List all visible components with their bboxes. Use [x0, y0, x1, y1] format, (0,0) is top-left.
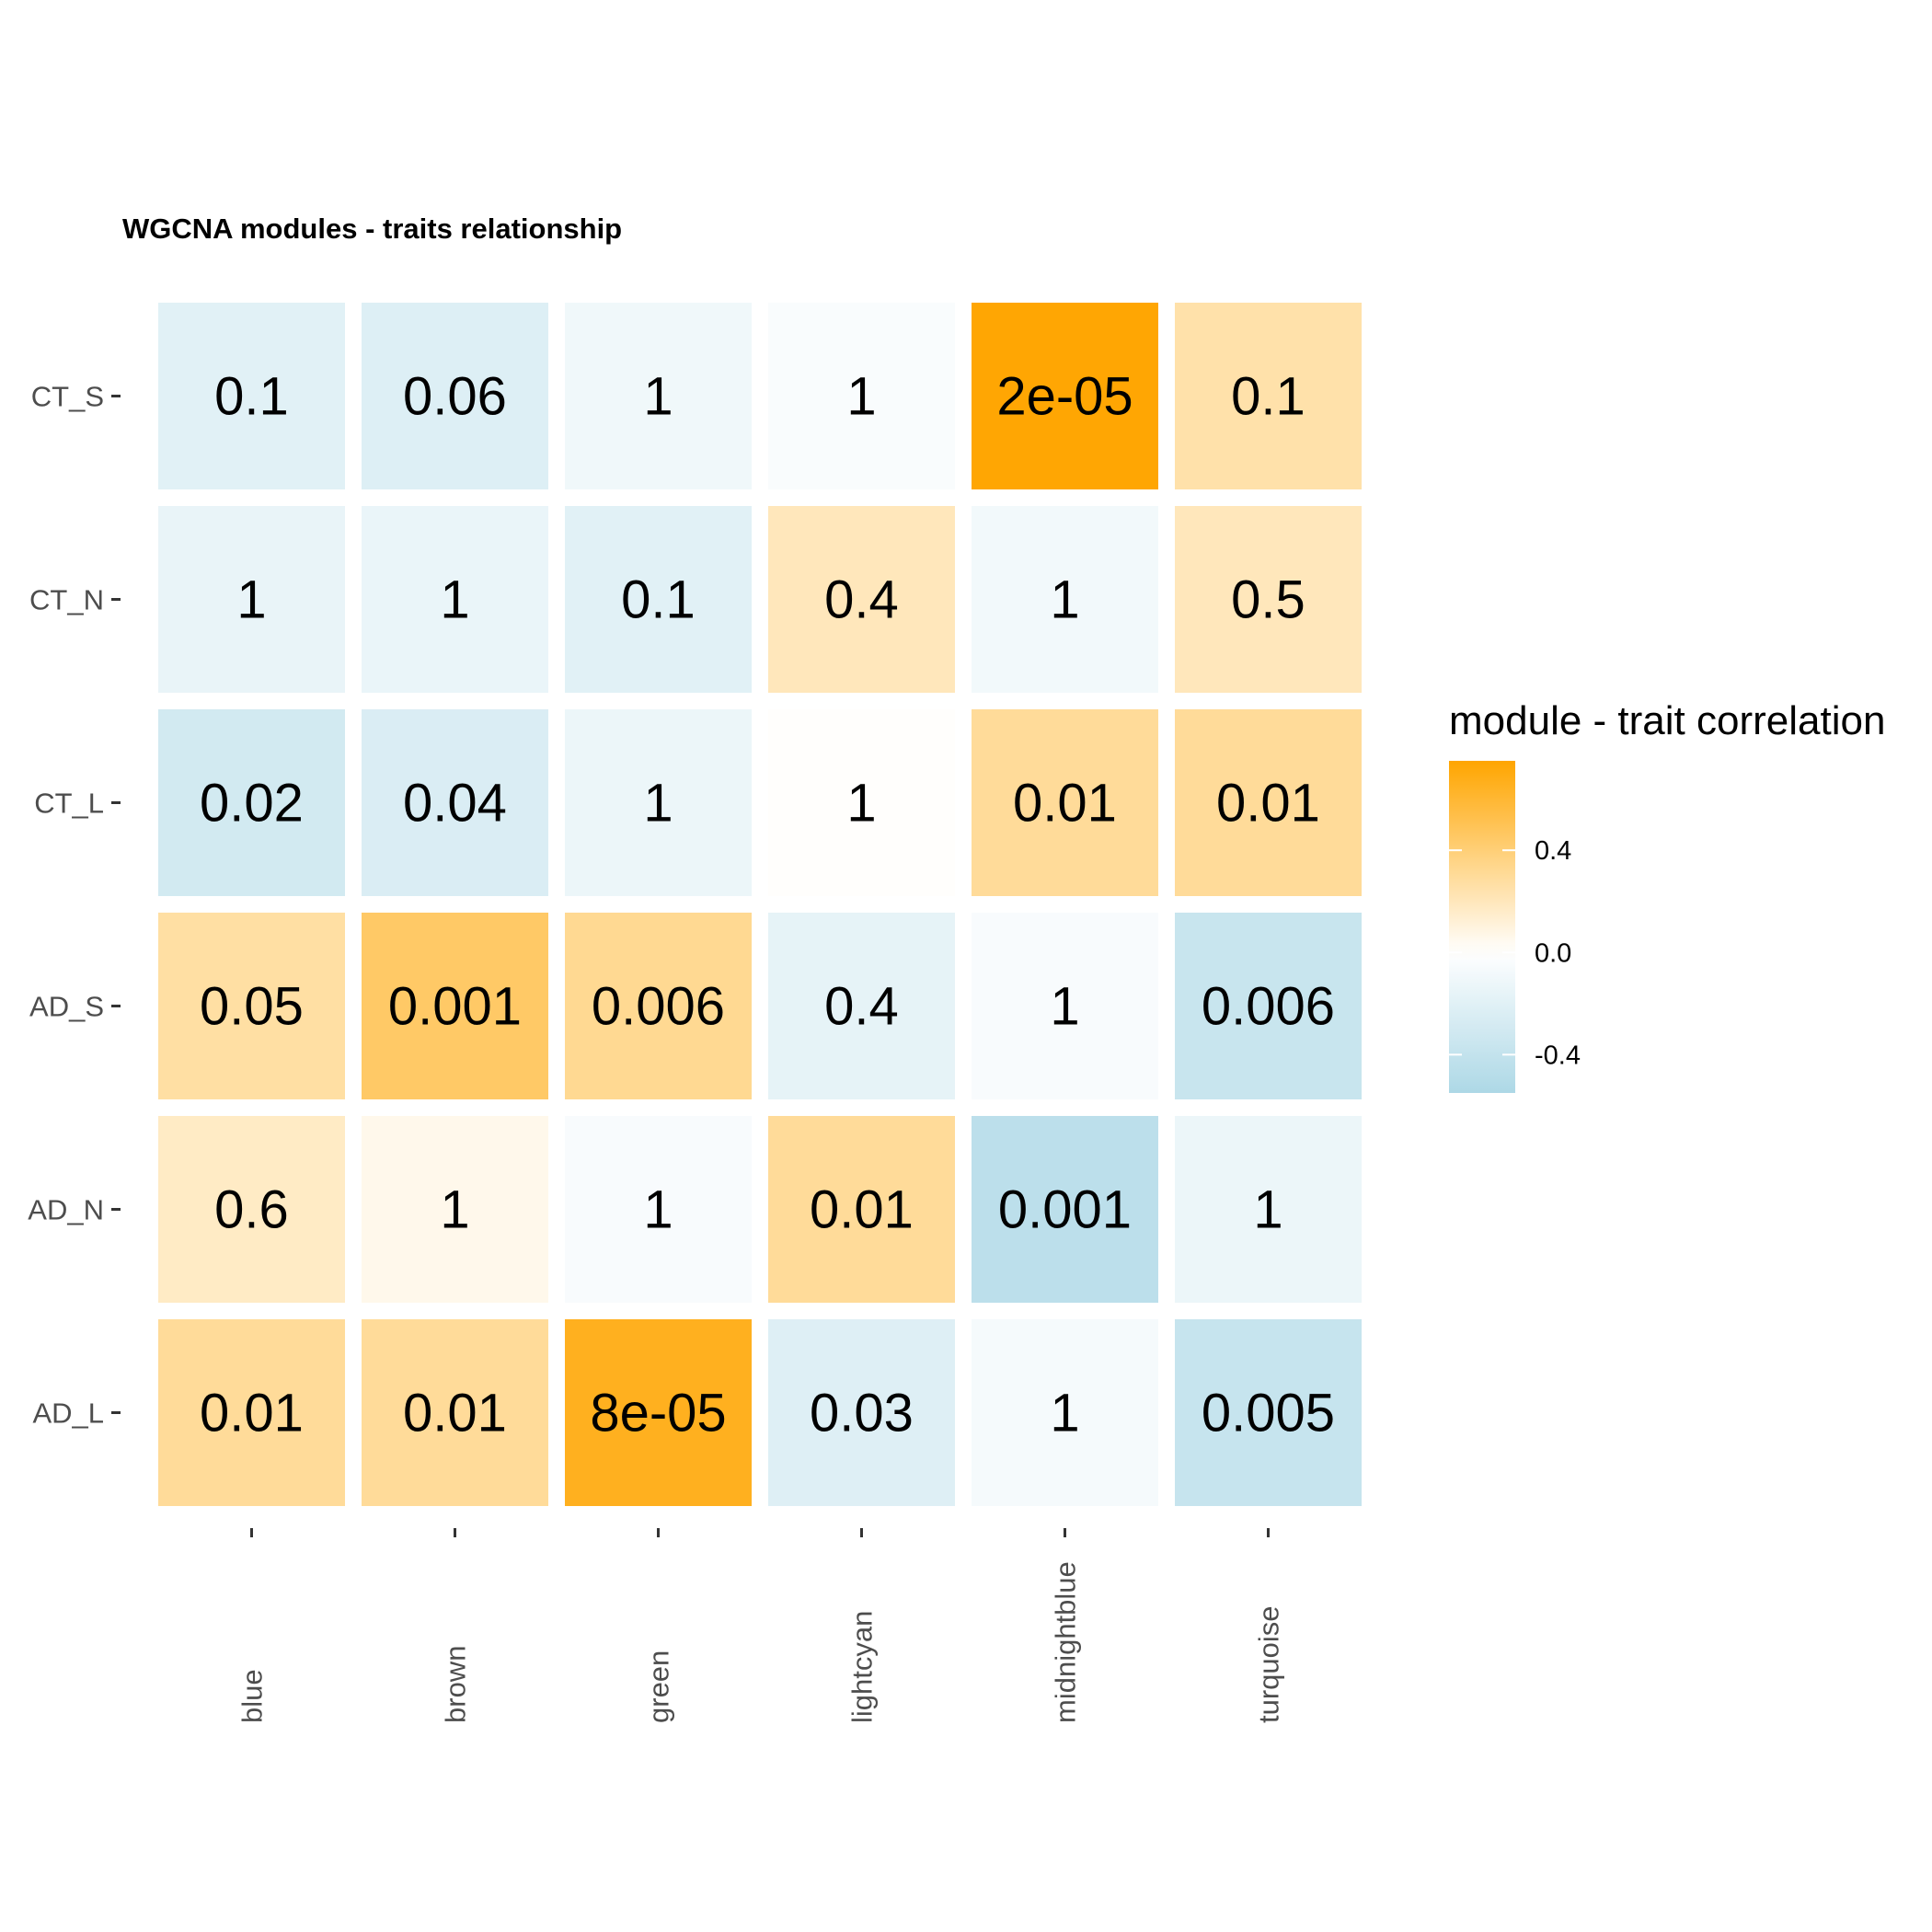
y-tick-label-AD_S: AD_S	[29, 991, 104, 1023]
cell-label-CT_L-blue: 0.02	[200, 774, 304, 834]
x-tick-label-brown: brown	[440, 1646, 472, 1723]
heatmap-cell-AD_L-lightcyan	[768, 1319, 955, 1506]
cell-label-AD_N-midnightblue: 0.001	[998, 1180, 1132, 1240]
heatmap-cell-CT_N-brown	[362, 506, 548, 693]
y-tick-label-CT_S: CT_S	[31, 381, 104, 413]
cell-label-AD_L-lightcyan: 0.03	[810, 1384, 914, 1443]
cell-label-AD_S-midnightblue: 1	[1050, 977, 1079, 1037]
cell-label-AD_N-blue: 0.6	[214, 1180, 289, 1240]
cell-label-CT_S-turquoise: 0.1	[1231, 367, 1305, 427]
legend-tick-label: -0.4	[1535, 1041, 1581, 1070]
x-axis: blue brown green lightcyan midnightblue turqu…	[236, 1528, 1285, 1723]
heatmap-cell-AD_N-brown	[362, 1116, 548, 1303]
heatmap-cell-AD_S-brown	[362, 913, 548, 1099]
cell-label-CT_L-brown: 0.04	[403, 774, 507, 834]
cell-label-CT_S-blue: 0.1	[214, 367, 289, 427]
cell-label-AD_S-turquoise: 0.006	[1202, 977, 1335, 1037]
cell-label-CT_N-brown: 1	[440, 570, 469, 630]
heatmap-cell-AD_S-turquoise	[1175, 913, 1362, 1099]
cell-label-AD_N-turquoise: 1	[1253, 1180, 1282, 1240]
cell-label-CT_N-blue: 1	[236, 570, 266, 630]
cell-label-CT_N-midnightblue: 1	[1050, 570, 1079, 630]
heatmap-cell-CT_N-midnightblue	[972, 506, 1158, 693]
cell-label-CT_N-turquoise: 0.5	[1231, 570, 1305, 630]
cell-label-AD_L-turquoise: 0.005	[1202, 1384, 1335, 1443]
cell-label-AD_S-brown: 0.001	[388, 977, 522, 1037]
cell-label-CT_S-midnightblue: 2e-05	[996, 367, 1133, 427]
heatmap-cell-CT_L-green	[565, 709, 752, 896]
chart-title: WGCNA modules - traits relationship	[122, 213, 622, 245]
legend-colorbar	[1449, 761, 1515, 1093]
y-tick-label-CT_L: CT_L	[34, 788, 104, 820]
heatmap-cell-AD_S-green	[565, 913, 752, 1099]
heatmap-cell-CT_L-blue	[158, 709, 345, 896]
heatmap-cell-AD_S-midnightblue	[972, 913, 1158, 1099]
cell-label-AD_S-blue: 0.05	[200, 977, 304, 1037]
heatmap-cells: 0.1 0.06 1 1 2e-05 0.1 1 1 0.1 0.4 1 0.5 0.02 0.04 1 1 0…	[158, 303, 1362, 1506]
heatmap-cell-AD_L-midnightblue	[972, 1319, 1158, 1506]
heatmap-cell-CT_L-turquoise	[1175, 709, 1362, 896]
heatmap-cell-AD_N-green	[565, 1116, 752, 1303]
x-tick-label-lightcyan: lightcyan	[846, 1611, 879, 1723]
legend-title: module - trait correlation	[1449, 698, 1885, 743]
heatmap-cell-CT_L-midnightblue	[972, 709, 1158, 896]
color-legend: module - trait correlation 0.4 0.0 -0.4	[1449, 698, 1885, 1093]
x-tick-label-turquoise: turquoise	[1253, 1605, 1285, 1723]
cell-label-AD_S-lightcyan: 0.4	[824, 977, 899, 1037]
cell-label-AD_L-midnightblue: 1	[1050, 1384, 1079, 1443]
cell-label-AD_L-blue: 0.01	[200, 1384, 304, 1443]
heatmap-cell-CT_S-blue	[158, 303, 345, 489]
legend-ticks: 0.4 0.0 -0.4	[1449, 836, 1581, 1070]
cell-label-AD_N-brown: 1	[440, 1180, 469, 1240]
heatmap-cell-CT_S-midnightblue	[972, 303, 1158, 489]
cell-label-CT_L-midnightblue: 0.01	[1013, 774, 1117, 834]
cell-label-CT_L-turquoise: 0.01	[1216, 774, 1320, 834]
cell-label-AD_N-green: 1	[643, 1180, 673, 1240]
heatmap-cell-AD_S-lightcyan	[768, 913, 955, 1099]
heatmap-cell-AD_L-turquoise	[1175, 1319, 1362, 1506]
cell-label-CT_S-lightcyan: 1	[846, 367, 876, 427]
y-tick-label-AD_N: AD_N	[28, 1194, 104, 1226]
heatmap-cell-CT_N-lightcyan	[768, 506, 955, 693]
cell-label-AD_S-green: 0.006	[592, 977, 725, 1037]
heatmap-cell-AD_N-midnightblue	[972, 1116, 1158, 1303]
cell-label-CT_N-green: 0.1	[621, 570, 696, 630]
x-tick-label-green: green	[643, 1650, 675, 1723]
heatmap-cell-CT_N-green	[565, 506, 752, 693]
cell-label-AD_L-brown: 0.01	[403, 1384, 507, 1443]
heatmap-cell-AD_L-blue	[158, 1319, 345, 1506]
legend-tick-label: 0.0	[1535, 938, 1571, 968]
heatmap-cell-CT_N-turquoise	[1175, 506, 1362, 693]
cell-label-AD_N-lightcyan: 0.01	[810, 1180, 914, 1240]
heatmap-cell-CT_S-green	[565, 303, 752, 489]
heatmap-cell-CT_S-lightcyan	[768, 303, 955, 489]
heatmap-cell-AD_L-green	[565, 1319, 752, 1506]
heatmap-cell-AD_N-blue	[158, 1116, 345, 1303]
legend-tick-label: 0.4	[1535, 836, 1571, 866]
heatmap-cell-AD_L-brown	[362, 1319, 548, 1506]
y-tick-label-CT_N: CT_N	[29, 584, 104, 616]
y-tick-label-AD_L: AD_L	[32, 1397, 104, 1430]
heatmap-cell-CT_L-lightcyan	[768, 709, 955, 896]
x-tick-label-midnightblue: midnightblue	[1050, 1561, 1082, 1723]
cell-label-CT_N-lightcyan: 0.4	[824, 570, 899, 630]
heatmap-cell-CT_S-turquoise	[1175, 303, 1362, 489]
heatmap-cell-CT_N-blue	[158, 506, 345, 693]
heatmap-cell-AD_N-turquoise	[1175, 1116, 1362, 1303]
x-tick-label-blue: blue	[236, 1669, 269, 1723]
cell-label-CT_S-green: 1	[643, 367, 673, 427]
cell-label-CT_S-brown: 0.06	[403, 367, 507, 427]
heatmap-cell-CT_L-brown	[362, 709, 548, 896]
cell-label-CT_L-lightcyan: 1	[846, 774, 876, 834]
heatmap-cell-AD_N-lightcyan	[768, 1116, 955, 1303]
cell-label-AD_L-green: 8e-05	[590, 1384, 726, 1443]
heatmap-cell-AD_S-blue	[158, 913, 345, 1099]
y-axis: CT_S CT_N CT_L AD_S AD_N AD_L	[28, 381, 121, 1430]
heatmap-cell-CT_S-brown	[362, 303, 548, 489]
cell-label-CT_L-green: 1	[643, 774, 673, 834]
